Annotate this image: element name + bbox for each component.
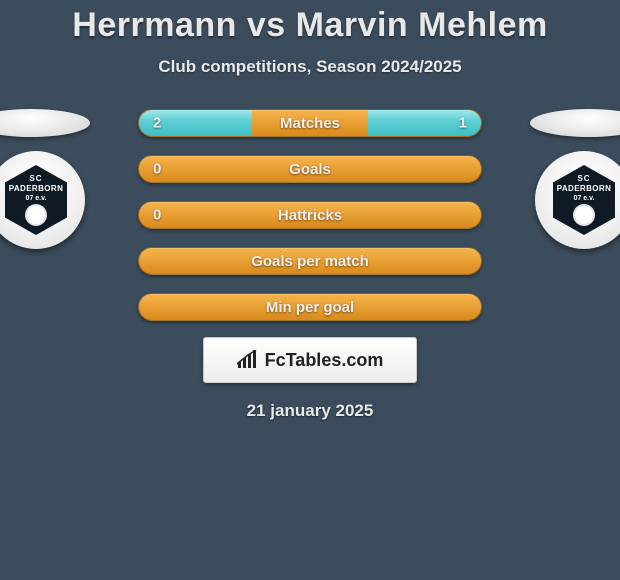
- soccer-ball-icon: [25, 204, 47, 226]
- bar-chart-icon: [237, 350, 259, 370]
- right-club-midtext: PADERBORN: [557, 185, 612, 193]
- stat-label: Goals per match: [251, 253, 369, 270]
- stat-bar-goals: 0 Goals: [138, 155, 482, 183]
- right-team-chip: [530, 109, 620, 137]
- left-team-chip: [0, 109, 90, 137]
- right-club-toptext: SC: [577, 175, 590, 183]
- stat-bar-min-per-goal: Min per goal: [138, 293, 482, 321]
- stat-value-right: 1: [459, 115, 467, 132]
- soccer-ball-icon: [573, 204, 595, 226]
- brand-box[interactable]: FcTables.com: [203, 337, 417, 383]
- right-club-crest: SC PADERBORN 07 e.v.: [535, 151, 620, 249]
- right-club-year: 07 e.v.: [574, 195, 595, 202]
- brand-text: FcTables.com: [265, 350, 384, 371]
- page-title: Herrmann vs Marvin Mehlem: [0, 0, 620, 45]
- left-club-badge: SC PADERBORN 07 e.v.: [5, 165, 67, 235]
- page-subtitle: Club competitions, Season 2024/2025: [0, 57, 620, 77]
- comparison-area: SC PADERBORN 07 e.v. 2 1 Matches 0 Goals 0 Hat…: [0, 109, 620, 321]
- stat-label: Hattricks: [278, 207, 342, 224]
- stat-label: Goals: [289, 161, 331, 178]
- stat-bar-matches: 2 1 Matches: [138, 109, 482, 137]
- right-club-badge: SC PADERBORN 07 e.v.: [553, 165, 615, 235]
- left-club-midtext: PADERBORN: [9, 185, 64, 193]
- date-text: 21 january 2025: [0, 401, 620, 421]
- left-club-year: 07 e.v.: [26, 195, 47, 202]
- stat-bar-goals-per-match: Goals per match: [138, 247, 482, 275]
- stat-bar-hattricks: 0 Hattricks: [138, 201, 482, 229]
- stat-bars: 2 1 Matches 0 Goals 0 Hattricks Goals per match…: [138, 109, 482, 321]
- stat-label: Min per goal: [266, 299, 354, 316]
- left-player-side: SC PADERBORN 07 e.v.: [0, 109, 120, 249]
- right-player-side: SC PADERBORN 07 e.v.: [500, 109, 620, 249]
- left-club-crest: SC PADERBORN 07 e.v.: [0, 151, 85, 249]
- stat-label: Matches: [280, 115, 340, 132]
- stat-value-left: 2: [153, 115, 161, 132]
- left-club-toptext: SC: [29, 175, 42, 183]
- stat-value-left: 0: [153, 207, 161, 224]
- stat-value-left: 0: [153, 161, 161, 178]
